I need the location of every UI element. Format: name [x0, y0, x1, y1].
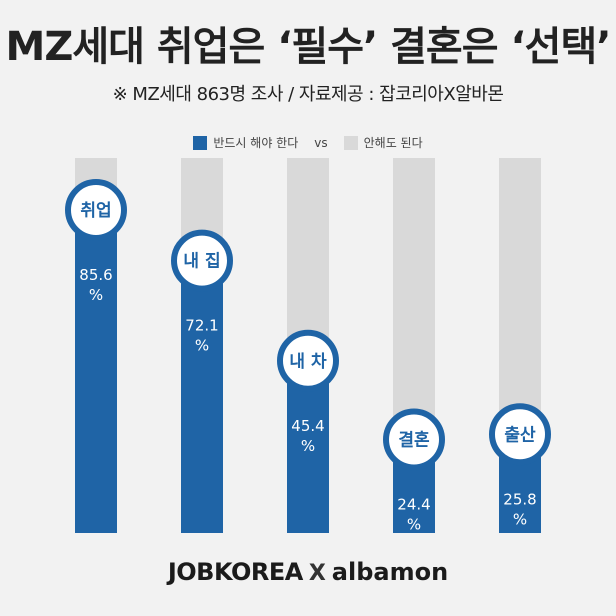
category-label-3: 결혼 [398, 430, 430, 451]
category-badge-4 [489, 403, 551, 466]
bar-value-1 [181, 262, 223, 533]
value-label-1: 72.1 [185, 317, 218, 335]
value-unit-4: % [513, 510, 527, 528]
value-unit-0: % [89, 286, 103, 304]
value-unit-2: % [301, 437, 315, 455]
legend-item-optional: 안해도 된다 [343, 134, 423, 151]
category-badge-3 [383, 408, 445, 471]
category-badge-0 [65, 179, 127, 241]
chart-title: MZ세대 취업은 ‘필수’ 결혼은 ‘선택’ [5, 24, 612, 70]
footer-logos: JOBKOREA X albamon [0, 558, 616, 586]
bar-value-0 [75, 212, 117, 533]
category-badge-1 [171, 229, 233, 292]
category-label-4: 출산 [504, 425, 536, 445]
value-label-2: 45.4 [291, 417, 324, 435]
category-badge-2 [277, 329, 339, 392]
legend-label-must: 반드시 해야 한다 [213, 136, 299, 150]
value-unit-1: % [195, 337, 209, 355]
chart-subtitle: ※ MZ세대 863명 조사 / 자료제공 : 잡코리아X알바몬 [112, 84, 504, 105]
category-label-0: 취업 [80, 200, 111, 221]
legend-label-optional: 안해도 된다 [363, 136, 423, 150]
value-label-3: 24.4 [397, 496, 430, 514]
legend-item-must: 반드시 해야 한다 [193, 134, 298, 151]
jobkorea-logo: JOBKOREA [167, 558, 304, 586]
albamon-logo: albamon [331, 558, 449, 586]
value-label-0: 85.6 [79, 266, 112, 284]
category-label-2: 내 차 [289, 352, 327, 372]
value-label-4: 25.8 [503, 490, 536, 508]
legend-swatch-optional [343, 135, 358, 150]
logo-separator: X [308, 561, 326, 586]
legend-vs: vs [314, 135, 328, 150]
legend: 반드시 해야 한다 vs 안해도 된다 [0, 134, 616, 151]
legend-swatch-must [193, 135, 208, 150]
bar-chart: 취업 85.6% 내 집 72.1% 내 차 45.4% 결혼 24.4% 출산 25.8% [65, 158, 551, 534]
category-label-1: 내 집 [183, 252, 220, 272]
value-unit-3: % [407, 516, 421, 534]
